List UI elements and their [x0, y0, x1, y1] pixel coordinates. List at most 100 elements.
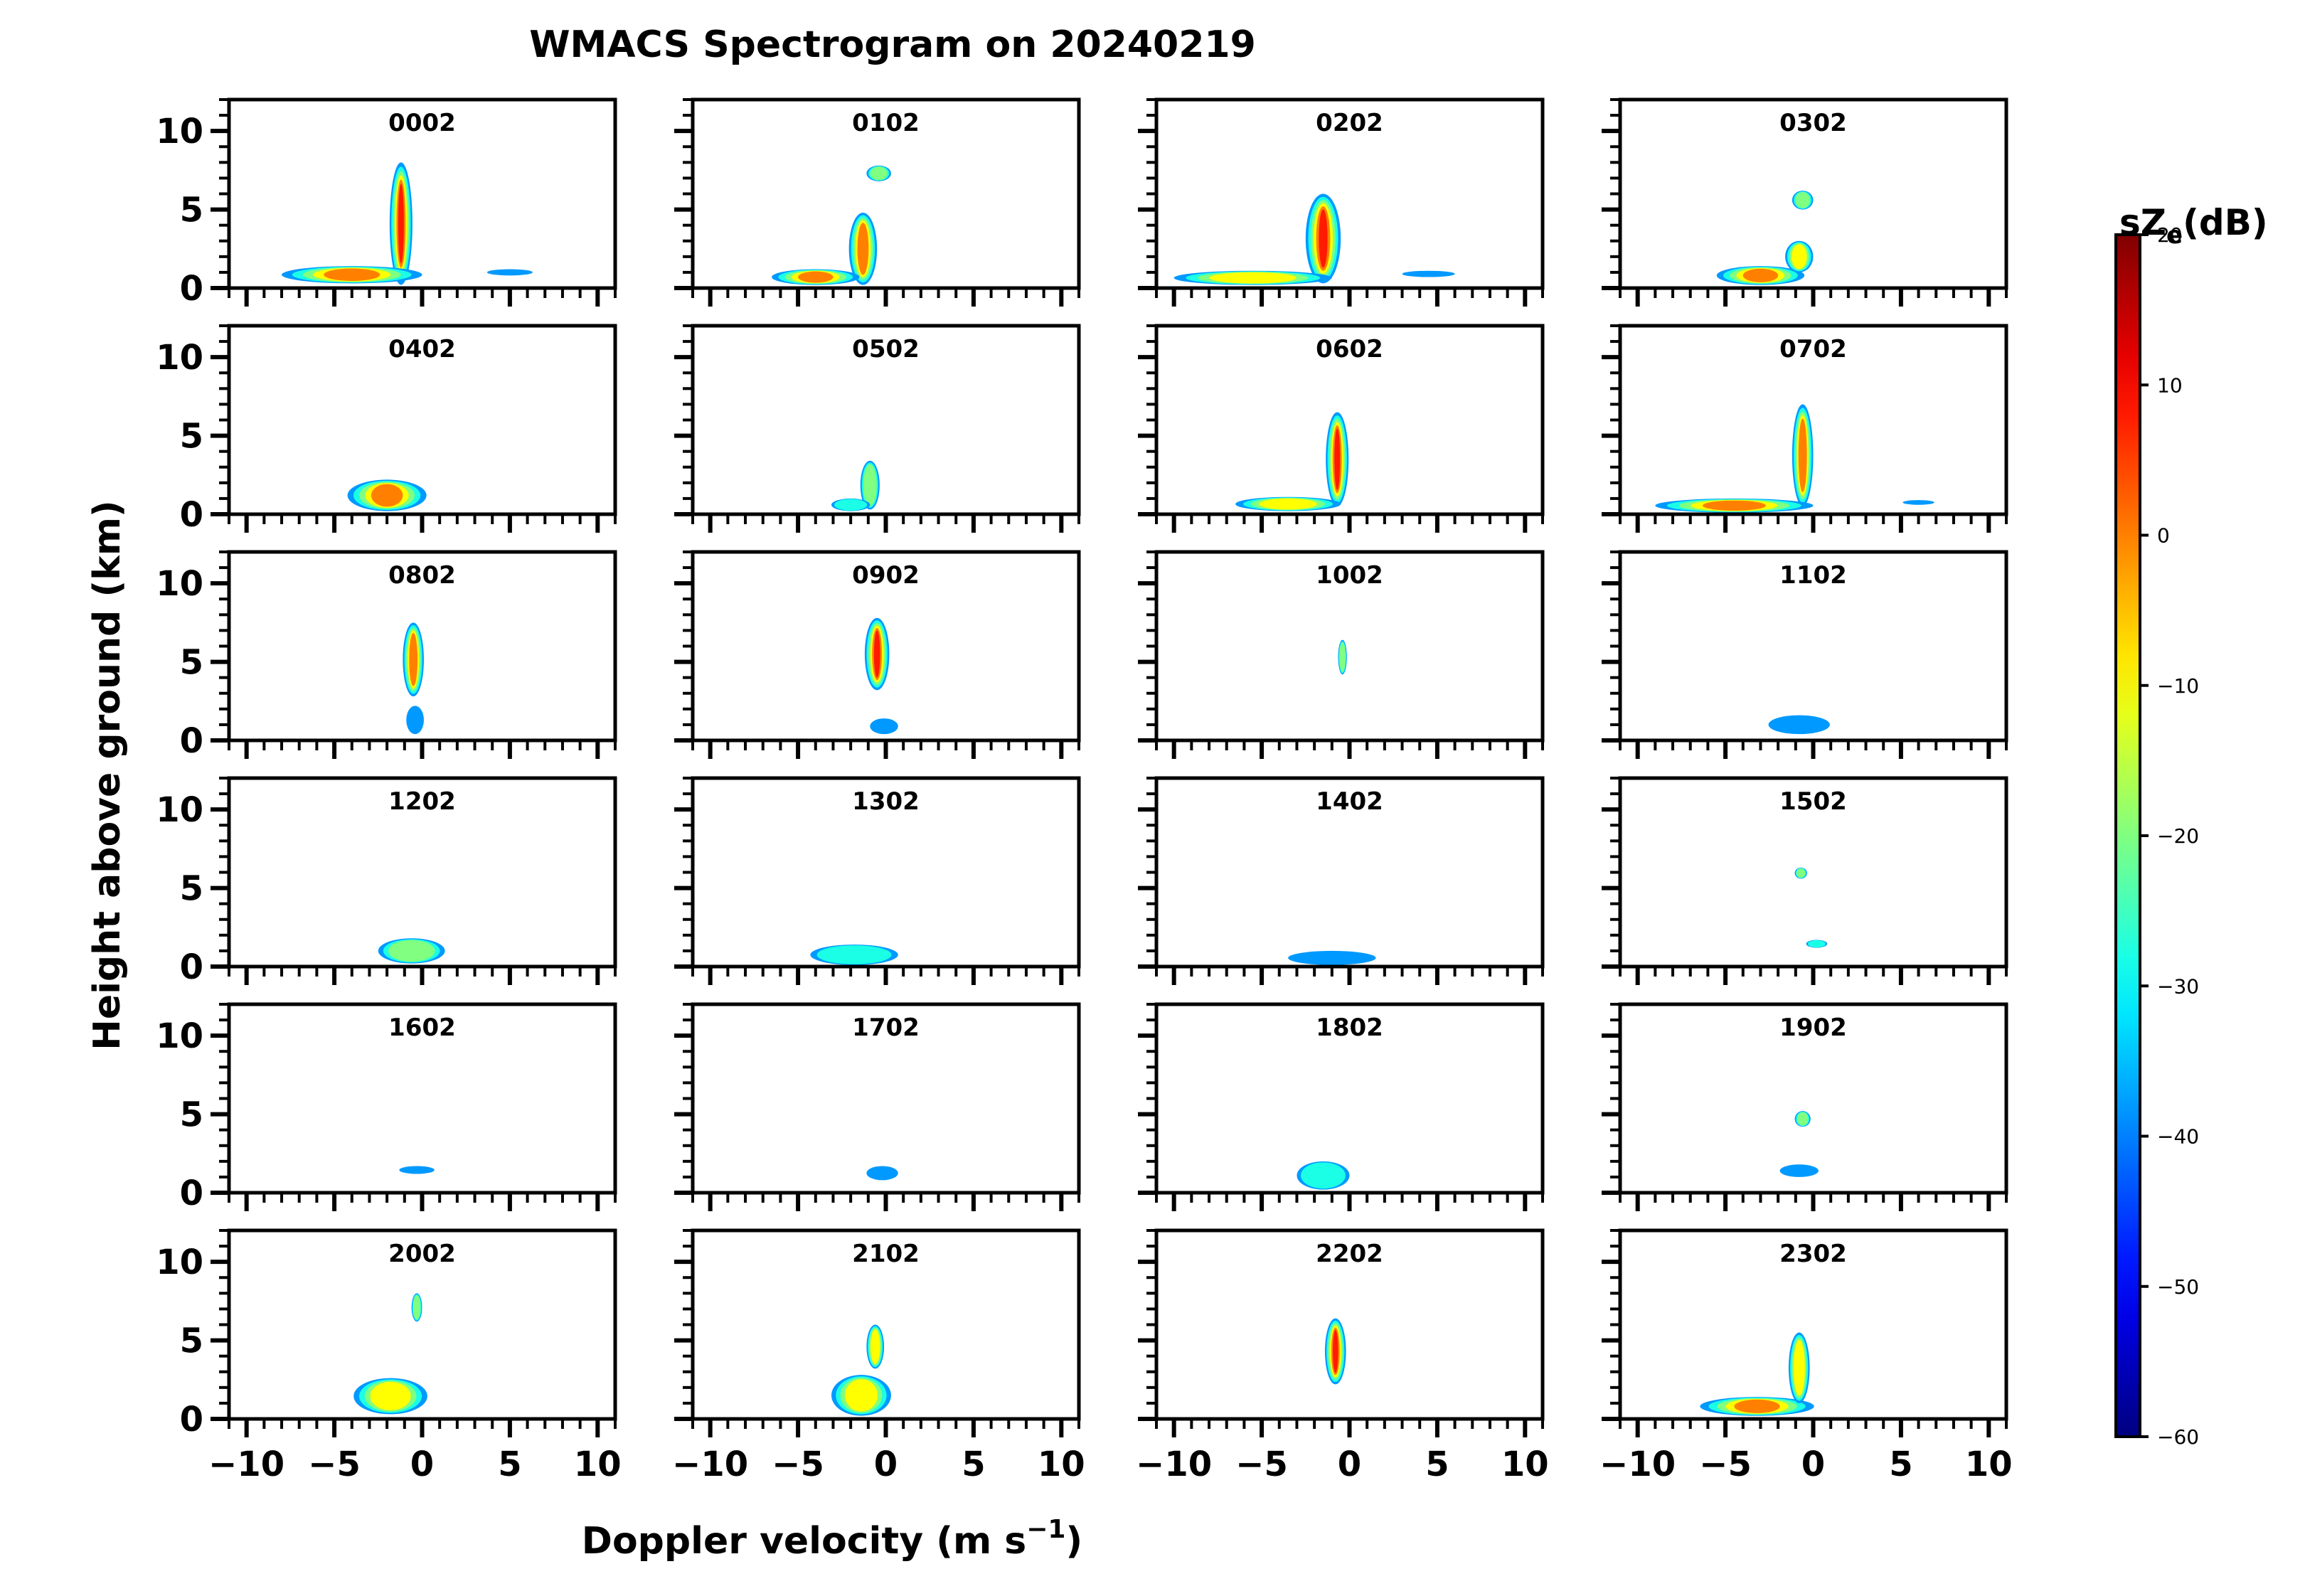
panel-1102: 1102 — [1602, 550, 2008, 759]
x-tick-label: 5 — [1889, 1445, 1912, 1484]
panel-spectra — [1655, 404, 1934, 513]
x-tick-label: 0 — [1801, 1445, 1825, 1484]
panel-1402: 1402 — [1138, 776, 1545, 985]
colorbar-gradient — [2116, 235, 2140, 1437]
panel-spectra — [1779, 1111, 1819, 1177]
panel-0402: 0402 0 5 10 — [156, 324, 617, 535]
panel-background — [1156, 778, 1543, 967]
spectrum-band — [1791, 244, 1807, 270]
colorbar-tick-label: −60 — [2157, 1425, 2199, 1449]
colorbar-tick-label: 0 — [2157, 524, 2170, 548]
panel-time-label: 1102 — [1779, 561, 1847, 590]
x-tick-label: −10 — [1136, 1445, 1212, 1484]
panel-spectra — [864, 617, 898, 735]
panel-1802: 1802 — [1138, 1002, 1545, 1211]
x-axis-label: Doppler velocity (m s−1) — [582, 1515, 1082, 1563]
colorbar-tick-label: −40 — [2157, 1125, 2199, 1149]
panel-spectra — [1794, 867, 1828, 948]
panel-1702: 1702 — [674, 1002, 1081, 1211]
panel-time-label: 0902 — [852, 561, 920, 590]
colorbar-tick-label: −10 — [2157, 674, 2199, 698]
panel-0202: 0202 — [1138, 97, 1545, 307]
panel-spectra — [1324, 1318, 1346, 1385]
panel-time-label: 1402 — [1316, 787, 1383, 816]
panel-spectra — [1235, 412, 1349, 511]
spectrum-band — [1798, 418, 1807, 492]
y-tick-label: 10 — [156, 1243, 203, 1282]
panel-spectra — [831, 460, 880, 511]
panel-background — [229, 778, 615, 967]
panel-time-label: 0702 — [1779, 335, 1847, 363]
panel-time-label: 1202 — [388, 787, 456, 816]
spectrum-band — [1795, 191, 1811, 208]
y-tick-label: 5 — [180, 191, 203, 230]
panel-background — [229, 100, 615, 288]
panel-background — [1620, 1004, 2006, 1193]
panel-1902: 1902 — [1602, 1002, 2008, 1211]
panel-0802: 0802 0 5 10 — [156, 550, 617, 761]
panel-time-label: 0002 — [388, 109, 456, 137]
panel-time-label: 1002 — [1316, 561, 1383, 590]
panel-1302: 1302 — [674, 776, 1081, 985]
panel-0102: 0102 — [674, 97, 1081, 307]
panel-time-label: 0302 — [1779, 109, 1847, 137]
spectrum-band — [1807, 940, 1826, 948]
y-axis-label: Height above ground (km) — [86, 500, 129, 1050]
panel-0602: 0602 — [1138, 324, 1545, 533]
x-tick-label: 0 — [410, 1445, 434, 1484]
spectrum-band — [412, 1295, 421, 1320]
spectrum-band — [798, 271, 834, 283]
colorbar-tick-label: 10 — [2157, 373, 2183, 397]
spectrum-band — [1402, 270, 1455, 277]
panel-time-label: 1902 — [1779, 1014, 1847, 1042]
panel-time-label: 2102 — [852, 1240, 920, 1268]
panel-background — [1156, 100, 1543, 288]
spectrum-band — [1334, 428, 1341, 490]
spectrum-band — [1734, 1399, 1780, 1413]
panel-0502: 0502 — [674, 324, 1081, 533]
panel-spectra — [353, 1293, 427, 1415]
y-tick-label: 10 — [156, 112, 203, 151]
panel-time-label: 1702 — [852, 1014, 920, 1042]
x-tick-label: −5 — [772, 1445, 824, 1484]
colorbar-tick-label: −30 — [2157, 974, 2199, 998]
spectrum-band — [398, 183, 404, 264]
panel-time-label: 1502 — [1779, 787, 1847, 816]
panel-spectra — [1288, 950, 1376, 965]
panel-background — [1156, 326, 1543, 514]
panel-spectra — [378, 938, 445, 964]
x-tick-label: 0 — [874, 1445, 898, 1484]
x-tick-label: 5 — [1425, 1445, 1449, 1484]
colorbar: 20 10 0 −10 −20 −30 −40 −50 −60 sZe(dB) — [2114, 202, 2268, 1449]
spectrum-band — [1339, 642, 1346, 672]
spectrum-band — [844, 1379, 878, 1412]
y-tick-label: 5 — [180, 869, 203, 909]
panel-background — [1620, 326, 2006, 514]
y-tick-label: 10 — [156, 790, 203, 830]
spectrum-band — [870, 1329, 880, 1364]
spectrum-band — [324, 268, 380, 281]
spectrum-band — [1796, 868, 1806, 878]
panel-2302: 2302 −10 −5 0 5 10 — [1599, 1228, 2013, 1484]
x-tick-label: 10 — [574, 1445, 622, 1484]
panel-1202: 1202 0 5 10 — [156, 776, 617, 987]
spectrum-band — [406, 706, 424, 735]
panel-2202: 2202 −10 −5 0 5 10 — [1136, 1228, 1549, 1484]
x-tick-label: 10 — [1965, 1445, 2013, 1484]
y-tick-label: 5 — [180, 1095, 203, 1135]
spectrum-band — [1796, 1112, 1809, 1126]
panel-0002: 0002 0 5 10 — [156, 97, 617, 309]
panel-spectra — [1338, 639, 1347, 675]
panel-background — [693, 100, 1079, 288]
panel-spectra — [347, 479, 427, 511]
panel-time-label: 1802 — [1316, 1014, 1383, 1042]
panel-spectra — [810, 945, 898, 965]
panel-time-label: 2002 — [388, 1240, 456, 1268]
panel-spectra — [1297, 1161, 1350, 1190]
panel-2002: 2002 0 5 10 −10 −5 0 5 10 — [156, 1228, 622, 1484]
y-tick-label: 10 — [156, 338, 203, 378]
y-tick-label: 10 — [156, 564, 203, 604]
panel-1502: 1502 — [1602, 776, 2008, 985]
panel-time-label: 0502 — [852, 335, 920, 363]
x-tick-label: −10 — [1599, 1445, 1676, 1484]
